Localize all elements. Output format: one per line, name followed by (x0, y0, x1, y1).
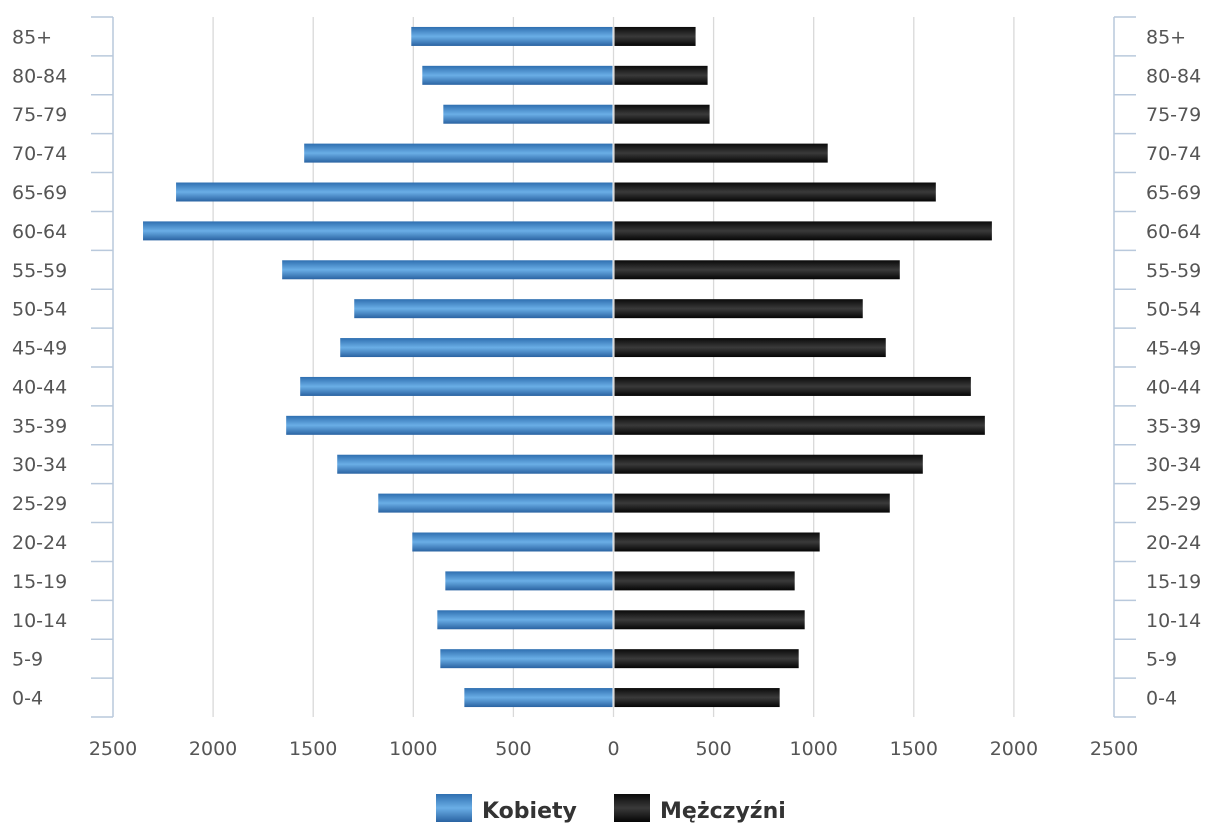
x-tick-label: 500 (495, 738, 531, 760)
bar-kobiety (282, 260, 613, 280)
tick-labels: 2500 2000 1500 1000 500 0 500 1000 1500 2000 2500 8… (12, 26, 1201, 760)
x-tick-label: 1500 (890, 738, 938, 760)
y-tick-label-right: 70-74 (1146, 143, 1201, 165)
bar-kobiety (300, 376, 613, 396)
y-tick-label-right: 25-29 (1146, 493, 1201, 515)
y-tick-label-left: 60-64 (12, 221, 67, 243)
legend-label-mezczyzni: Mężczyźni (660, 799, 786, 824)
y-tick-label-right: 45-49 (1146, 338, 1201, 360)
y-tick-label-left: 80-84 (12, 65, 67, 87)
y-tick-label-left: 30-34 (12, 454, 67, 476)
bar-mezczyzni (614, 415, 985, 435)
bar-kobiety (437, 610, 613, 630)
grid-lines (212, 17, 1015, 717)
y-tick-label-left: 0-4 (12, 688, 43, 710)
y-tick-label-left: 70-74 (12, 143, 67, 165)
y-tick-label-left: 55-59 (12, 260, 67, 282)
y-tick-label-left: 85+ (12, 26, 52, 48)
bar-mezczyzni (614, 143, 828, 163)
bar-kobiety (378, 493, 613, 513)
bar-kobiety (422, 65, 613, 85)
legend-swatch-kobiety (436, 794, 472, 822)
y-tick-label-left: 15-19 (12, 571, 67, 593)
bar-mezczyzni (614, 493, 890, 513)
bar-mezczyzni (614, 610, 805, 630)
bar-mezczyzni (614, 376, 971, 396)
bar-mezczyzni (614, 260, 900, 280)
bar-mezczyzni (614, 454, 923, 474)
y-tick-label-left: 40-44 (12, 376, 67, 398)
x-tick-label: 2000 (990, 738, 1038, 760)
bar-mezczyzni (614, 104, 710, 124)
bar-kobiety (464, 688, 613, 708)
bar-mezczyzni (614, 649, 799, 669)
y-tick-label-left: 5-9 (12, 649, 43, 671)
y-tick-label-right: 20-24 (1146, 532, 1201, 554)
x-tick-label: 1000 (790, 738, 838, 760)
y-tick-label-right: 50-54 (1146, 299, 1201, 321)
x-tick-label: 2000 (189, 738, 237, 760)
legend-swatch-mezczyzni (614, 794, 650, 822)
y-tick-label-right: 5-9 (1146, 649, 1177, 671)
bar-kobiety (143, 221, 613, 241)
bar-kobiety (412, 532, 613, 552)
y-tick-label-right: 15-19 (1146, 571, 1201, 593)
y-tick-label-left: 50-54 (12, 299, 67, 321)
bar-kobiety (411, 26, 613, 46)
bar-mezczyzni (614, 571, 795, 591)
bar-mezczyzni (614, 338, 886, 358)
y-tick-label-right: 65-69 (1146, 182, 1201, 204)
legend-label-kobiety: Kobiety (482, 799, 577, 824)
bar-kobiety (286, 415, 613, 435)
category-axes (91, 16, 1136, 718)
y-tick-label-left: 45-49 (12, 338, 67, 360)
x-tick-label: 1000 (389, 738, 437, 760)
y-tick-label-left: 20-24 (12, 532, 67, 554)
bar-mezczyzni (614, 221, 992, 241)
bar-kobiety (354, 299, 613, 319)
y-tick-label-right: 10-14 (1146, 610, 1201, 632)
y-tick-label-right: 80-84 (1146, 65, 1201, 87)
bar-kobiety (337, 454, 613, 474)
y-tick-label-left: 35-39 (12, 415, 67, 437)
x-tick-label: 1500 (289, 738, 337, 760)
y-tick-label-right: 35-39 (1146, 415, 1201, 437)
bar-mezczyzni (614, 299, 863, 319)
bar-mezczyzni (614, 532, 820, 552)
bar-kobiety (443, 104, 613, 124)
y-tick-label-right: 40-44 (1146, 376, 1201, 398)
y-tick-label-left: 25-29 (12, 493, 67, 515)
y-tick-label-left: 10-14 (12, 610, 67, 632)
bar-mezczyzni (614, 26, 696, 46)
x-tick-label: 2500 (89, 738, 137, 760)
bar-kobiety (304, 143, 613, 163)
bars (143, 26, 992, 708)
x-tick-label: 500 (695, 738, 731, 760)
y-tick-label-left: 75-79 (12, 104, 67, 126)
legend: Kobiety Mężczyźni (436, 794, 786, 824)
x-tick-label: 0 (607, 738, 619, 760)
y-tick-label-right: 60-64 (1146, 221, 1201, 243)
bar-kobiety (440, 649, 613, 669)
bar-kobiety (176, 182, 613, 202)
y-tick-label-right: 85+ (1146, 26, 1186, 48)
x-tick-label: 2500 (1090, 738, 1138, 760)
bar-mezczyzni (614, 182, 936, 202)
y-tick-label-right: 75-79 (1146, 104, 1201, 126)
y-tick-label-right: 55-59 (1146, 260, 1201, 282)
bar-kobiety (445, 571, 613, 591)
bar-mezczyzni (614, 688, 780, 708)
y-tick-label-left: 65-69 (12, 182, 67, 204)
bar-kobiety (340, 338, 613, 358)
bar-mezczyzni (614, 65, 708, 85)
y-tick-label-right: 30-34 (1146, 454, 1201, 476)
y-tick-label-right: 0-4 (1146, 688, 1177, 710)
